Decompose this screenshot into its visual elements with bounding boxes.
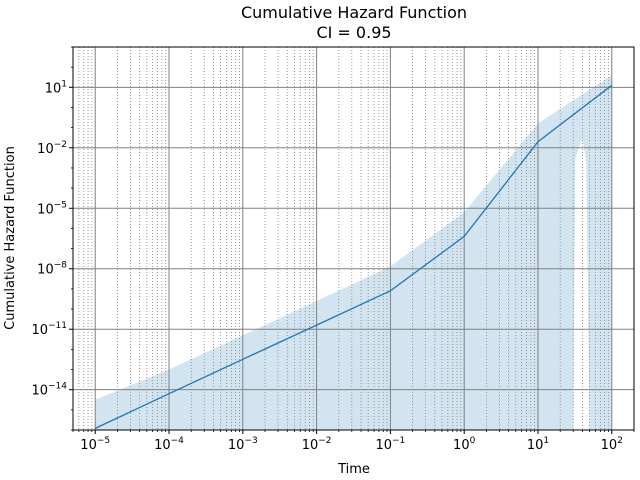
chart-title: Cumulative Hazard Function <box>241 3 467 22</box>
y-tick-label: 10−2 <box>37 140 67 157</box>
confidence-band <box>95 75 612 430</box>
x-axis-label: Time <box>337 462 370 477</box>
x-tick-label: 10−1 <box>375 436 405 453</box>
x-tick-label: 100 <box>453 436 476 453</box>
plot-area: 10−5 10−4 10−3 10−2 10−1 100 101 102 10−14 10−11 1… <box>31 46 635 453</box>
y-tick-label: 10−14 <box>31 382 67 399</box>
x-tick-label: 10−2 <box>302 436 332 453</box>
chart-subtitle: CI = 0.95 <box>316 23 391 42</box>
x-tick-label: 10−4 <box>154 436 184 453</box>
y-tick-label: 10−5 <box>37 200 67 217</box>
y-tick-label: 10−11 <box>31 321 67 338</box>
y-axis-label: Cumulative Hazard Function <box>3 146 18 330</box>
x-tick-label: 10−3 <box>228 436 258 453</box>
hazard-line <box>94 84 613 429</box>
x-tick-label: 10−5 <box>80 436 110 453</box>
x-tick-label: 102 <box>601 436 623 453</box>
y-tick-label: 101 <box>45 79 67 96</box>
axes-frame <box>72 46 635 431</box>
x-tick-label: 101 <box>527 436 549 453</box>
y-tick-label: 10−8 <box>37 261 67 278</box>
